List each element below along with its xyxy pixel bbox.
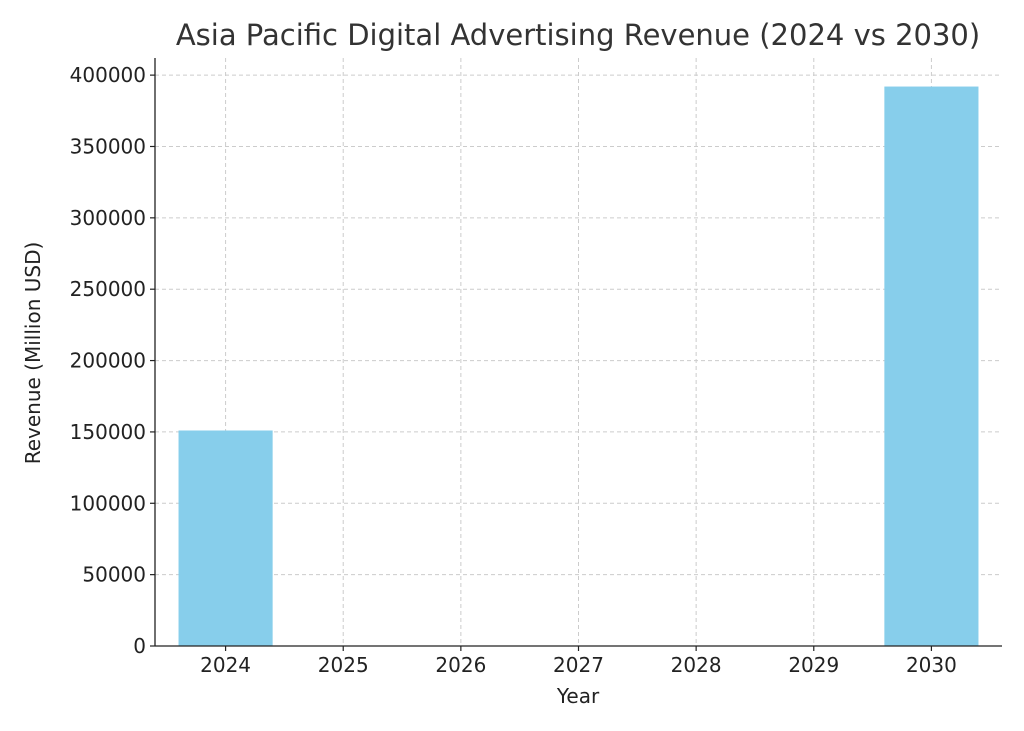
y-tick-label: 350000 <box>70 134 146 158</box>
grid-lines <box>155 58 1002 647</box>
x-tick-label: 2029 <box>788 653 839 677</box>
x-tick-label: 2024 <box>200 653 251 677</box>
bar-2024 <box>178 430 273 646</box>
x-tick-label: 2027 <box>553 653 604 677</box>
y-tick-label: 100000 <box>70 491 146 515</box>
chart-title: Asia Pacific Digital Advertising Revenue… <box>176 18 980 52</box>
bars <box>178 86 979 646</box>
tick-labels: 0 50000 100000 150000 200000 250000 300000 3500… <box>70 63 957 677</box>
y-tick-label: 200000 <box>70 349 146 373</box>
y-tick-label: 150000 <box>70 420 146 444</box>
y-tick-label: 250000 <box>70 277 146 301</box>
y-tick-label: 400000 <box>70 63 146 87</box>
bar-2030 <box>884 86 979 646</box>
x-tick-label: 2025 <box>318 653 369 677</box>
y-tick-label: 300000 <box>70 206 146 230</box>
x-tick-label: 2026 <box>435 653 486 677</box>
y-axis-label: Revenue (Million USD) <box>21 242 45 465</box>
y-tick-label: 0 <box>133 634 146 658</box>
x-tick-label: 2028 <box>671 653 722 677</box>
x-axis-label: Year <box>556 684 600 708</box>
x-tick-label: 2030 <box>906 653 957 677</box>
y-tick-label: 50000 <box>82 563 146 587</box>
